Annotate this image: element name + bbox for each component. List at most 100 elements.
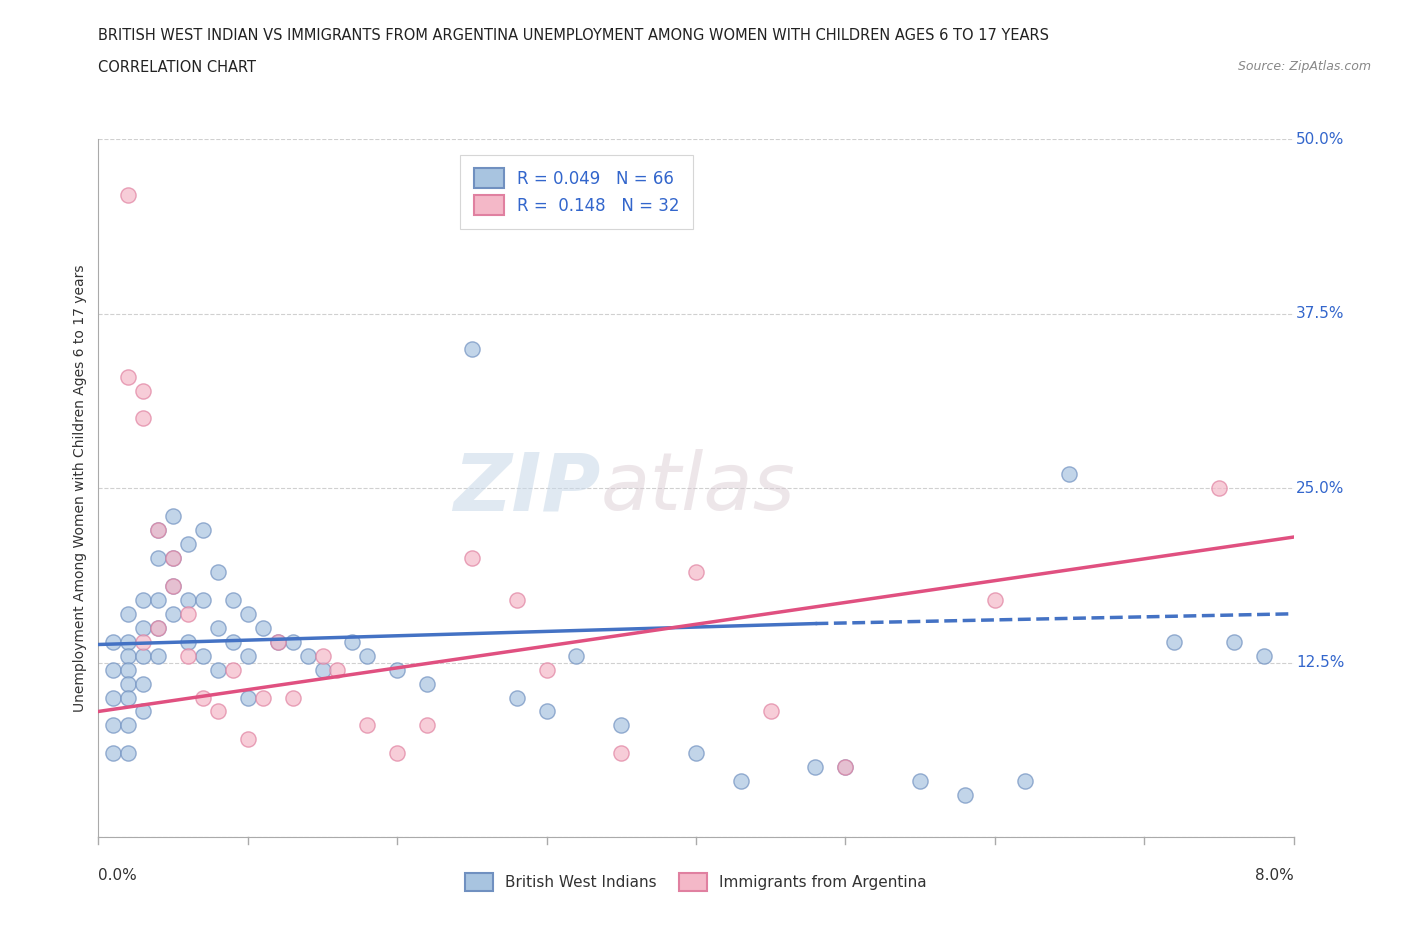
Point (252, 620, 274, 635)
Point (162, 578, 184, 593)
Text: 25.0%: 25.0% (1296, 481, 1344, 496)
Point (162, 551, 184, 565)
Point (326, 662, 349, 677)
Point (117, 648, 139, 663)
Point (148, 620, 170, 635)
Point (132, 411, 155, 426)
Point (132, 383, 155, 398)
Point (162, 509, 184, 524)
Point (177, 592, 200, 607)
Point (117, 634, 139, 649)
Point (281, 690, 304, 705)
Point (132, 704, 155, 719)
Point (461, 341, 484, 356)
Point (536, 662, 558, 677)
Point (148, 523, 170, 538)
Point (117, 676, 139, 691)
Point (177, 648, 200, 663)
Point (236, 648, 259, 663)
Point (416, 676, 439, 691)
Point (162, 551, 184, 565)
Point (908, 774, 931, 789)
Point (342, 634, 364, 649)
Point (117, 718, 139, 733)
Point (1208, 481, 1230, 496)
Point (103, 718, 125, 733)
Point (117, 606, 139, 621)
Point (132, 620, 155, 635)
Point (222, 662, 245, 677)
Point (191, 523, 214, 538)
Point (759, 704, 782, 719)
Point (117, 369, 139, 384)
Point (610, 718, 633, 733)
Text: 8.0%: 8.0% (1254, 869, 1294, 883)
Point (461, 551, 484, 565)
Point (385, 662, 409, 677)
Point (356, 718, 378, 733)
Point (267, 634, 290, 649)
Point (132, 648, 155, 663)
Text: 0.0%: 0.0% (98, 869, 138, 883)
Point (730, 774, 752, 789)
Text: 50.0%: 50.0% (1296, 132, 1344, 147)
Text: ZIP: ZIP (453, 449, 600, 527)
Point (117, 188, 139, 203)
Point (536, 704, 558, 719)
Point (804, 760, 827, 775)
Point (177, 606, 200, 621)
Point (191, 648, 214, 663)
Point (252, 690, 274, 705)
Legend: British West Indians, Immigrants from Argentina: British West Indians, Immigrants from Ar… (457, 865, 935, 899)
Point (834, 760, 856, 775)
Point (222, 634, 245, 649)
Point (311, 662, 333, 677)
Point (281, 634, 304, 649)
Point (953, 788, 976, 803)
Point (222, 592, 245, 607)
Point (103, 746, 125, 761)
Point (207, 662, 229, 677)
Point (385, 746, 409, 761)
Point (207, 620, 229, 635)
Point (207, 704, 229, 719)
Point (132, 634, 155, 649)
Point (356, 648, 378, 663)
Point (103, 634, 125, 649)
Point (565, 648, 588, 663)
Point (1163, 634, 1185, 649)
Point (983, 592, 1005, 607)
Point (207, 565, 229, 579)
Point (177, 634, 200, 649)
Point (117, 662, 139, 677)
Text: BRITISH WEST INDIAN VS IMMIGRANTS FROM ARGENTINA UNEMPLOYMENT AMONG WOMEN WITH C: BRITISH WEST INDIAN VS IMMIGRANTS FROM A… (98, 28, 1049, 43)
Point (506, 592, 529, 607)
Point (117, 690, 139, 705)
Text: 12.5%: 12.5% (1296, 655, 1344, 671)
Text: Source: ZipAtlas.com: Source: ZipAtlas.com (1237, 60, 1371, 73)
Point (267, 634, 290, 649)
Point (1253, 648, 1275, 663)
Point (177, 537, 200, 551)
Point (148, 648, 170, 663)
Point (685, 565, 707, 579)
Point (685, 746, 707, 761)
Point (416, 718, 439, 733)
Point (148, 523, 170, 538)
Point (297, 648, 319, 663)
Point (1059, 467, 1081, 482)
Point (132, 676, 155, 691)
Text: atlas: atlas (600, 449, 796, 527)
Point (236, 690, 259, 705)
Point (1014, 774, 1036, 789)
Point (162, 578, 184, 593)
Point (191, 592, 214, 607)
Point (148, 592, 170, 607)
Point (236, 606, 259, 621)
Y-axis label: Unemployment Among Women with Children Ages 6 to 17 years: Unemployment Among Women with Children A… (73, 264, 87, 712)
Point (148, 551, 170, 565)
Point (236, 732, 259, 747)
Point (162, 606, 184, 621)
Point (506, 690, 529, 705)
Point (103, 662, 125, 677)
